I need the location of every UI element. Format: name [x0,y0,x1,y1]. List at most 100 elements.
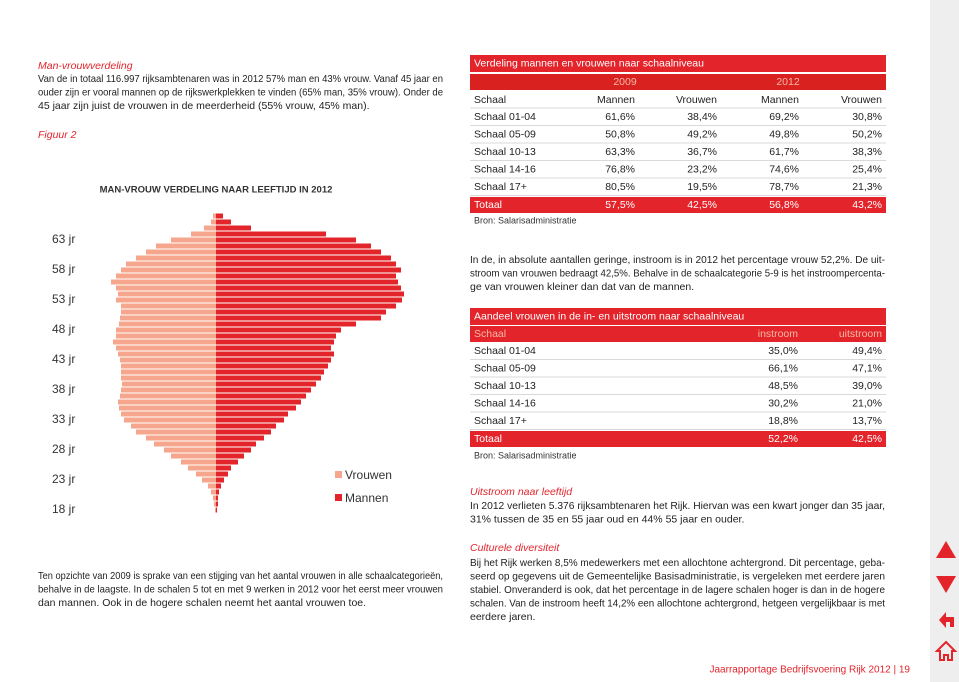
bar [216,411,288,417]
table-cell: 80,5% [605,181,635,193]
bar [216,249,381,255]
bar [216,231,326,237]
table-cell: 61,6% [605,111,635,123]
table-cell: 25,4% [852,163,882,175]
bar [216,429,271,435]
table-cell: Schaal 01-04 [474,345,536,357]
y-tick-label: 23 jr [52,472,75,486]
y-tick-label: 63 jr [52,232,75,246]
table-cell: 30,2% [768,397,798,409]
nav-back[interactable] [939,612,954,628]
bar [116,345,216,351]
table-cell: Schaal 05-09 [474,128,536,140]
y-tick-label: 53 jr [52,292,75,306]
table-cell: Schaal 01-04 [474,111,536,123]
bar [216,471,228,477]
table-band [470,197,886,213]
bar [146,435,216,441]
section-line: eerdere jaren. [470,611,535,623]
table-cell: 38,4% [687,111,717,123]
bar [216,375,321,381]
bar [116,327,216,333]
legend-swatch [335,494,342,501]
table-cell: 48,5% [768,380,798,392]
bar [216,225,251,231]
table-cell: 21,0% [852,397,882,409]
nav-home[interactable] [934,640,958,661]
table-band [470,55,886,72]
bar [202,477,216,483]
table-cell: 23,2% [687,163,717,175]
bar [131,423,216,429]
footer: Jaarrapportage Bedrijfsvoering Rijk 2012… [710,665,911,676]
table-cell: 50,8% [605,128,635,140]
table-cell: Schaal [474,328,506,340]
bar [216,309,386,315]
bar [216,285,401,291]
table-cell: 47,1% [852,362,882,374]
table-cell: 50,2% [852,128,882,140]
table-cell: 61,7% [769,146,799,158]
table-cell: Schaal 17+ [474,181,527,193]
bar [116,273,216,279]
table-cell: 21,3% [852,181,882,193]
y-tick-label: 18 jr [52,502,75,516]
table-cell: 19,5% [687,181,717,193]
table-cell: 49,2% [687,128,717,140]
bar [122,381,216,387]
bar [216,291,404,297]
bar [216,495,218,501]
bar [216,339,334,345]
bar [113,339,216,345]
bar [216,219,231,225]
table-cell: 13,7% [852,415,882,427]
table-cell: Vrouwen [841,94,882,106]
section-line: stabiel. Onveranderd is ook, dat het per… [470,584,885,596]
bar [216,213,223,219]
bar [216,453,244,459]
table-cell: 56,8% [769,199,799,211]
table-year: 2009 [613,76,637,88]
bar [213,495,216,501]
bar [216,321,356,327]
y-tick-label: 43 jr [52,352,75,366]
bar [216,279,398,285]
bar [216,333,336,339]
nav-down[interactable] [936,576,956,593]
bar [215,507,216,513]
bar [216,237,356,243]
bar [216,489,219,495]
table-title: Aandeel vrouwen in de in- en uitstroom n… [474,310,744,322]
table-cell: 63,3% [605,146,635,158]
table-source: Bron: Salarisadministratie [474,215,577,225]
bar [146,249,216,255]
bar [118,351,216,357]
section-line: 31% tussen de 35 en 55 jaar oud en 44% 5… [470,513,744,525]
y-tick-label: 38 jr [52,382,75,396]
side-strip [930,0,959,682]
bar [121,387,216,393]
table-band [470,431,886,447]
bar [208,483,216,489]
bar [216,465,231,471]
table-cell: 69,2% [769,111,799,123]
table-cell: Schaal 17+ [474,415,527,427]
bar [216,507,217,513]
bar [216,447,251,453]
bar [216,501,218,507]
table-cell: 52,2% [768,433,798,445]
table-cell: 35,0% [768,345,798,357]
table-cell: Schaal 14-16 [474,397,536,409]
table-cell: 76,8% [605,163,635,175]
chart-title: MAN-VROUW VERDELING NAAR LEEFTIJD IN 201… [100,185,333,196]
bar [204,225,216,231]
bar [216,327,341,333]
section-line: seerd op gegevens uit de Gemeentelijke B… [470,570,885,582]
bar [118,291,216,297]
nav-up[interactable] [936,541,956,558]
bar [216,387,311,393]
table-cell: 49,4% [852,345,882,357]
table-cell: instroom [758,328,799,340]
table-cell: 39,0% [852,380,882,392]
